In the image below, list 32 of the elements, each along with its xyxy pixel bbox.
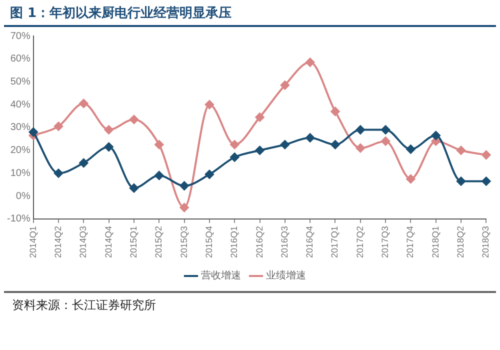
x-tick-label: 2018Q1 <box>430 226 440 258</box>
x-tick-label: 2017Q3 <box>380 226 390 258</box>
x-tick-label: 2014Q3 <box>78 226 88 258</box>
x-tick-label: 2017Q2 <box>354 226 365 258</box>
x-tick-label: 2018Q2 <box>456 226 466 258</box>
y-tick-label: 40% <box>10 99 30 110</box>
x-tick-label: 2017Q4 <box>405 226 416 258</box>
x-tick-label: 2015Q1 <box>128 226 138 258</box>
chart-title: 图 1：年初以来厨电行业经营明显承压 <box>4 0 496 27</box>
y-tick-label: 60% <box>10 54 30 65</box>
x-tick-label: 2014Q4 <box>103 226 114 258</box>
y-tick-label: 0% <box>16 190 30 202</box>
y-tick-label: 70% <box>10 30 30 42</box>
x-tick-label: 2016Q3 <box>279 226 290 258</box>
legend-label: 业绩增速 <box>266 270 306 282</box>
x-tick-label: 2015Q2 <box>154 226 164 258</box>
y-tick-label: -10% <box>6 214 30 225</box>
y-tick-label: 30% <box>10 122 30 134</box>
x-tick-label: 2016Q1 <box>229 226 240 258</box>
x-tick-label: 2015Q3 <box>178 226 189 258</box>
x-tick-label: 2014Q1 <box>28 226 38 258</box>
y-tick-label: 20% <box>10 145 30 156</box>
x-tick-label: 2014Q2 <box>52 226 63 258</box>
y-tick-label: 50% <box>10 76 30 88</box>
x-tick-label: 2015Q4 <box>204 226 214 258</box>
text: 资料来源：长江证券研究所 <box>12 297 157 314</box>
x-tick-label: 2016Q4 <box>304 226 315 258</box>
legend-label: 营收增速 <box>201 270 241 282</box>
y-tick-label: 10% <box>10 168 30 179</box>
x-tick-label: 2016Q2 <box>254 226 264 258</box>
x-tick-label: 2018Q3 <box>480 226 491 258</box>
x-tick-label: 2017Q1 <box>330 226 340 258</box>
